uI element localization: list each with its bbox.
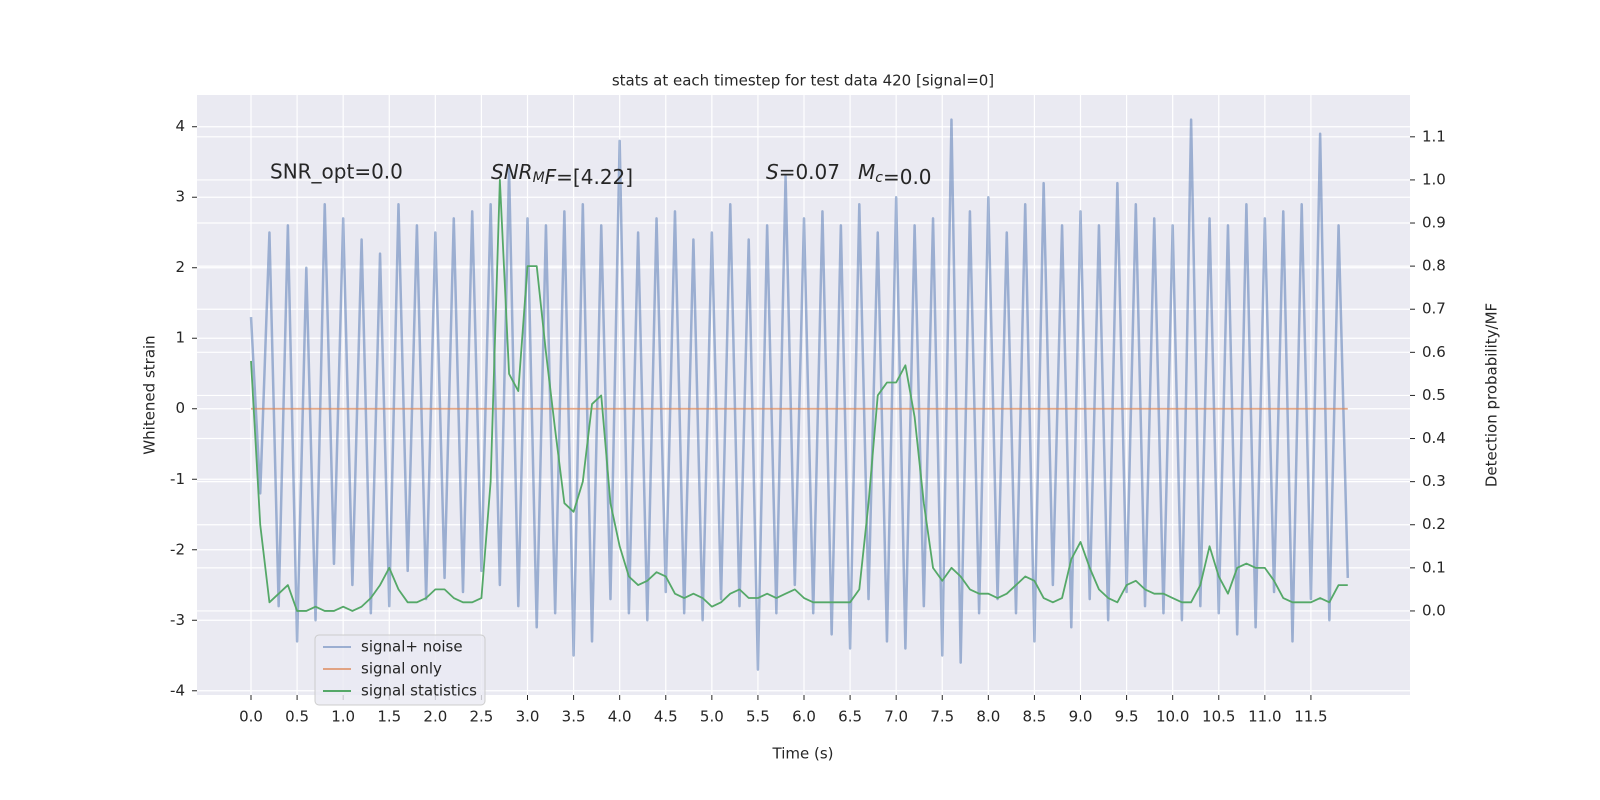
- series-line: [249, 118, 1350, 671]
- y2-tick-label: 0.0: [1422, 601, 1446, 619]
- y-tick-label: 1: [175, 329, 185, 347]
- x-tick-label: 2.5: [469, 708, 493, 726]
- x-tick-label: 4.0: [608, 708, 632, 726]
- x-tick-label: 3.5: [562, 708, 586, 726]
- x-tick-label: 1.0: [331, 708, 355, 726]
- y2-tick-label: 0.8: [1422, 257, 1446, 275]
- y-tick-label: 3: [175, 188, 185, 206]
- legend-label: signal+ noise: [361, 638, 463, 656]
- x-tick-label: 11.0: [1248, 708, 1281, 726]
- x-tick-label: 10.5: [1202, 708, 1235, 726]
- x-tick-label: 8.5: [1022, 708, 1046, 726]
- annotation: Mc=0.0: [858, 160, 932, 189]
- legend-label: signal statistics: [361, 682, 477, 700]
- legend: signal+ noise signal only signal statistic…: [314, 634, 486, 706]
- y2-tick-label: 0.6: [1422, 343, 1446, 361]
- x-tick-label: 8.0: [976, 708, 1000, 726]
- x-tick-label: 2.0: [423, 708, 447, 726]
- y-tick-label: -3: [170, 611, 185, 629]
- x-tick-label: 0.5: [285, 708, 309, 726]
- foreground: 0.0 0.5 1.0 1.5 2.0 2.5 3.0 3.5 4.0 4.5 5.0 5.5 6.0 6…: [170, 117, 1446, 725]
- x-tick-label: 3.0: [516, 708, 540, 726]
- y-tick-label: -2: [170, 540, 185, 558]
- x-tick-label: 1.5: [377, 708, 401, 726]
- x-tick-label: 7.0: [884, 708, 908, 726]
- y2-axis-label: Detection probability/MF: [1483, 303, 1501, 487]
- annotation: SNR_opt=0.0: [270, 160, 403, 184]
- y2-tick-label: 0.9: [1422, 214, 1446, 232]
- x-tick-label: 6.0: [792, 708, 816, 726]
- y2-tick-label: 0.5: [1422, 386, 1446, 404]
- y-axis-label: Whitened strain: [141, 335, 159, 454]
- x-tick-label: 6.5: [838, 708, 862, 726]
- y-tick-label: -1: [170, 470, 185, 488]
- x-tick-label: 9.5: [1115, 708, 1139, 726]
- x-tick-label: 0.0: [239, 708, 263, 726]
- y-tick-label: -4: [170, 681, 185, 699]
- y2-tick-label: 1.1: [1422, 127, 1446, 145]
- x-tick-label: 11.5: [1294, 708, 1327, 726]
- x-tick-label: 10.0: [1156, 708, 1189, 726]
- y2-tick-label: 0.3: [1422, 472, 1446, 490]
- y2-tick-label: 0.7: [1422, 300, 1446, 318]
- annotation: SNRMF=[4.22]: [491, 160, 633, 189]
- legend-label: signal only: [361, 660, 442, 678]
- x-tick-label: 4.5: [654, 708, 678, 726]
- y-tick-label: 4: [175, 117, 185, 135]
- x-tick-label: 9.0: [1069, 708, 1093, 726]
- y2-tick-label: 0.1: [1422, 558, 1446, 576]
- chart-title: stats at each timestep for test data 420…: [612, 72, 994, 90]
- x-tick-label: 5.5: [746, 708, 770, 726]
- y2-tick-label: 0.4: [1422, 429, 1446, 447]
- x-axis-label: Time (s): [772, 745, 834, 763]
- series-line: [250, 179, 1348, 612]
- x-tick-label: 5.0: [700, 708, 724, 726]
- annotation: S=0.07: [766, 160, 840, 184]
- x-tick-label: 7.5: [930, 708, 954, 726]
- marks: [249, 118, 1350, 671]
- y-tick-label: 2: [175, 258, 185, 276]
- legend-box: [314, 634, 486, 706]
- y2-tick-label: 1.0: [1422, 170, 1446, 188]
- y2-tick-label: 0.2: [1422, 515, 1446, 533]
- y-tick-label: 0: [175, 399, 185, 417]
